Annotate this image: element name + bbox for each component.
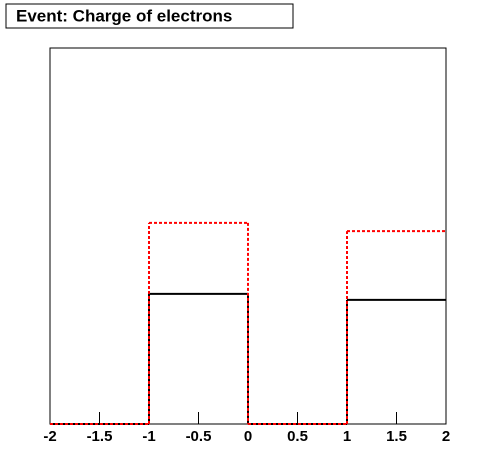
chart-title: Event: Charge of electrons [16,6,232,25]
title-box [5,3,294,29]
x-tick-label: 0.5 [287,428,308,445]
x-tick-label: 2 [442,428,450,445]
x-tick-label: -1.5 [87,428,113,445]
x-tick-label: 1 [343,428,351,445]
x-tick-label: 1.5 [386,428,407,445]
x-tick-label: 0 [244,428,252,445]
x-tick-label: -0.5 [186,428,212,445]
x-tick-label: -2 [43,428,56,445]
x-tick-label: -1 [142,428,155,445]
